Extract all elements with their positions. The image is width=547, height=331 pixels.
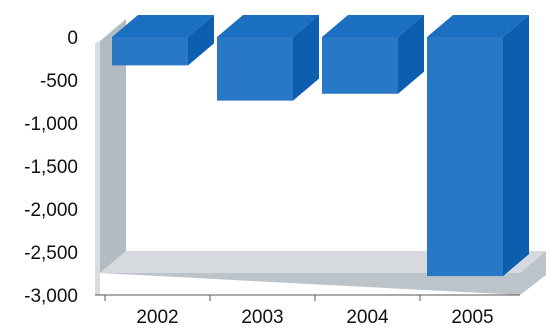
bar-side-face <box>188 15 214 66</box>
x-axis: 2002 2003 2004 2005 <box>104 295 494 328</box>
x-tick-label: 2004 <box>346 307 389 328</box>
x-tick-label: 2003 <box>241 307 283 328</box>
bar-top-face <box>322 15 424 37</box>
x-tick-label: 2002 <box>136 307 178 328</box>
bar-front-face <box>427 37 503 277</box>
left-wall-edge <box>95 41 100 295</box>
bar-top-face <box>217 15 319 37</box>
bar-top-face <box>112 15 214 37</box>
y-tick-label: -2,000 <box>24 200 78 221</box>
bar-side-face <box>293 15 319 101</box>
y-tick-label: 0 <box>67 28 78 49</box>
y-tick-label: -3,000 <box>24 286 78 307</box>
bar-front-face <box>217 37 293 101</box>
y-tick-label: -2,500 <box>24 243 78 264</box>
bar-front-face <box>322 37 398 94</box>
left-wall <box>100 19 126 273</box>
bar-top-face <box>427 15 529 37</box>
bar-side-face <box>398 15 424 94</box>
y-axis: 0 -500 -1,000 -1,500 -2,000 -2,500 -3,000 <box>24 28 78 307</box>
bar-2003 <box>217 15 319 101</box>
y-tick-label: -1,500 <box>24 157 78 178</box>
bar-2002 <box>112 15 214 66</box>
y-tick-label: -1,000 <box>24 114 78 135</box>
floor-side <box>100 251 546 295</box>
x-tick-label: 2005 <box>451 307 493 328</box>
bars <box>112 15 529 277</box>
bar-front-face <box>112 37 188 66</box>
bar-2004 <box>322 15 424 94</box>
bar-side-face <box>503 15 529 277</box>
y-tick-label: -500 <box>40 71 78 92</box>
bar-2005 <box>427 15 529 277</box>
